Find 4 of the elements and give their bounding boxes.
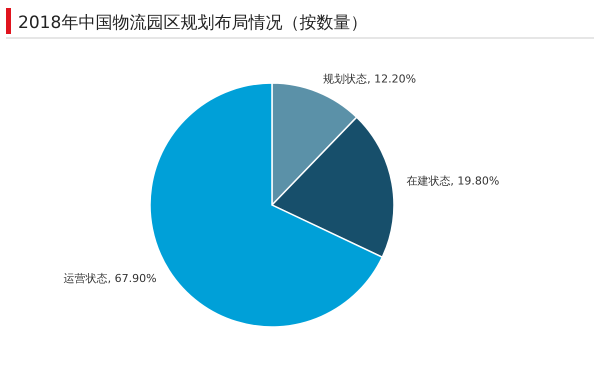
slice-label: 运营状态, 67.90% (64, 272, 157, 286)
slice-label: 规划状态, 12.20% (323, 72, 416, 86)
chart-title: 2018年中国物流园区规划布局情况（按数量） (18, 13, 368, 33)
slice-label: 在建状态, 19.80% (406, 174, 500, 188)
